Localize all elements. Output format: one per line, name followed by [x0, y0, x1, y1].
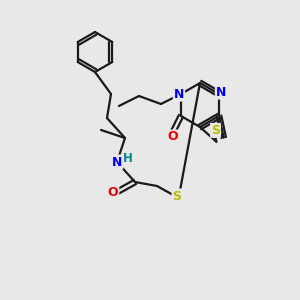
Text: S: S — [172, 190, 182, 202]
Text: O: O — [108, 185, 118, 199]
Text: H: H — [123, 152, 133, 164]
Text: N: N — [112, 155, 122, 169]
Text: S: S — [211, 124, 220, 137]
Text: O: O — [168, 130, 178, 143]
Text: N: N — [216, 85, 226, 98]
Text: N: N — [174, 88, 184, 100]
